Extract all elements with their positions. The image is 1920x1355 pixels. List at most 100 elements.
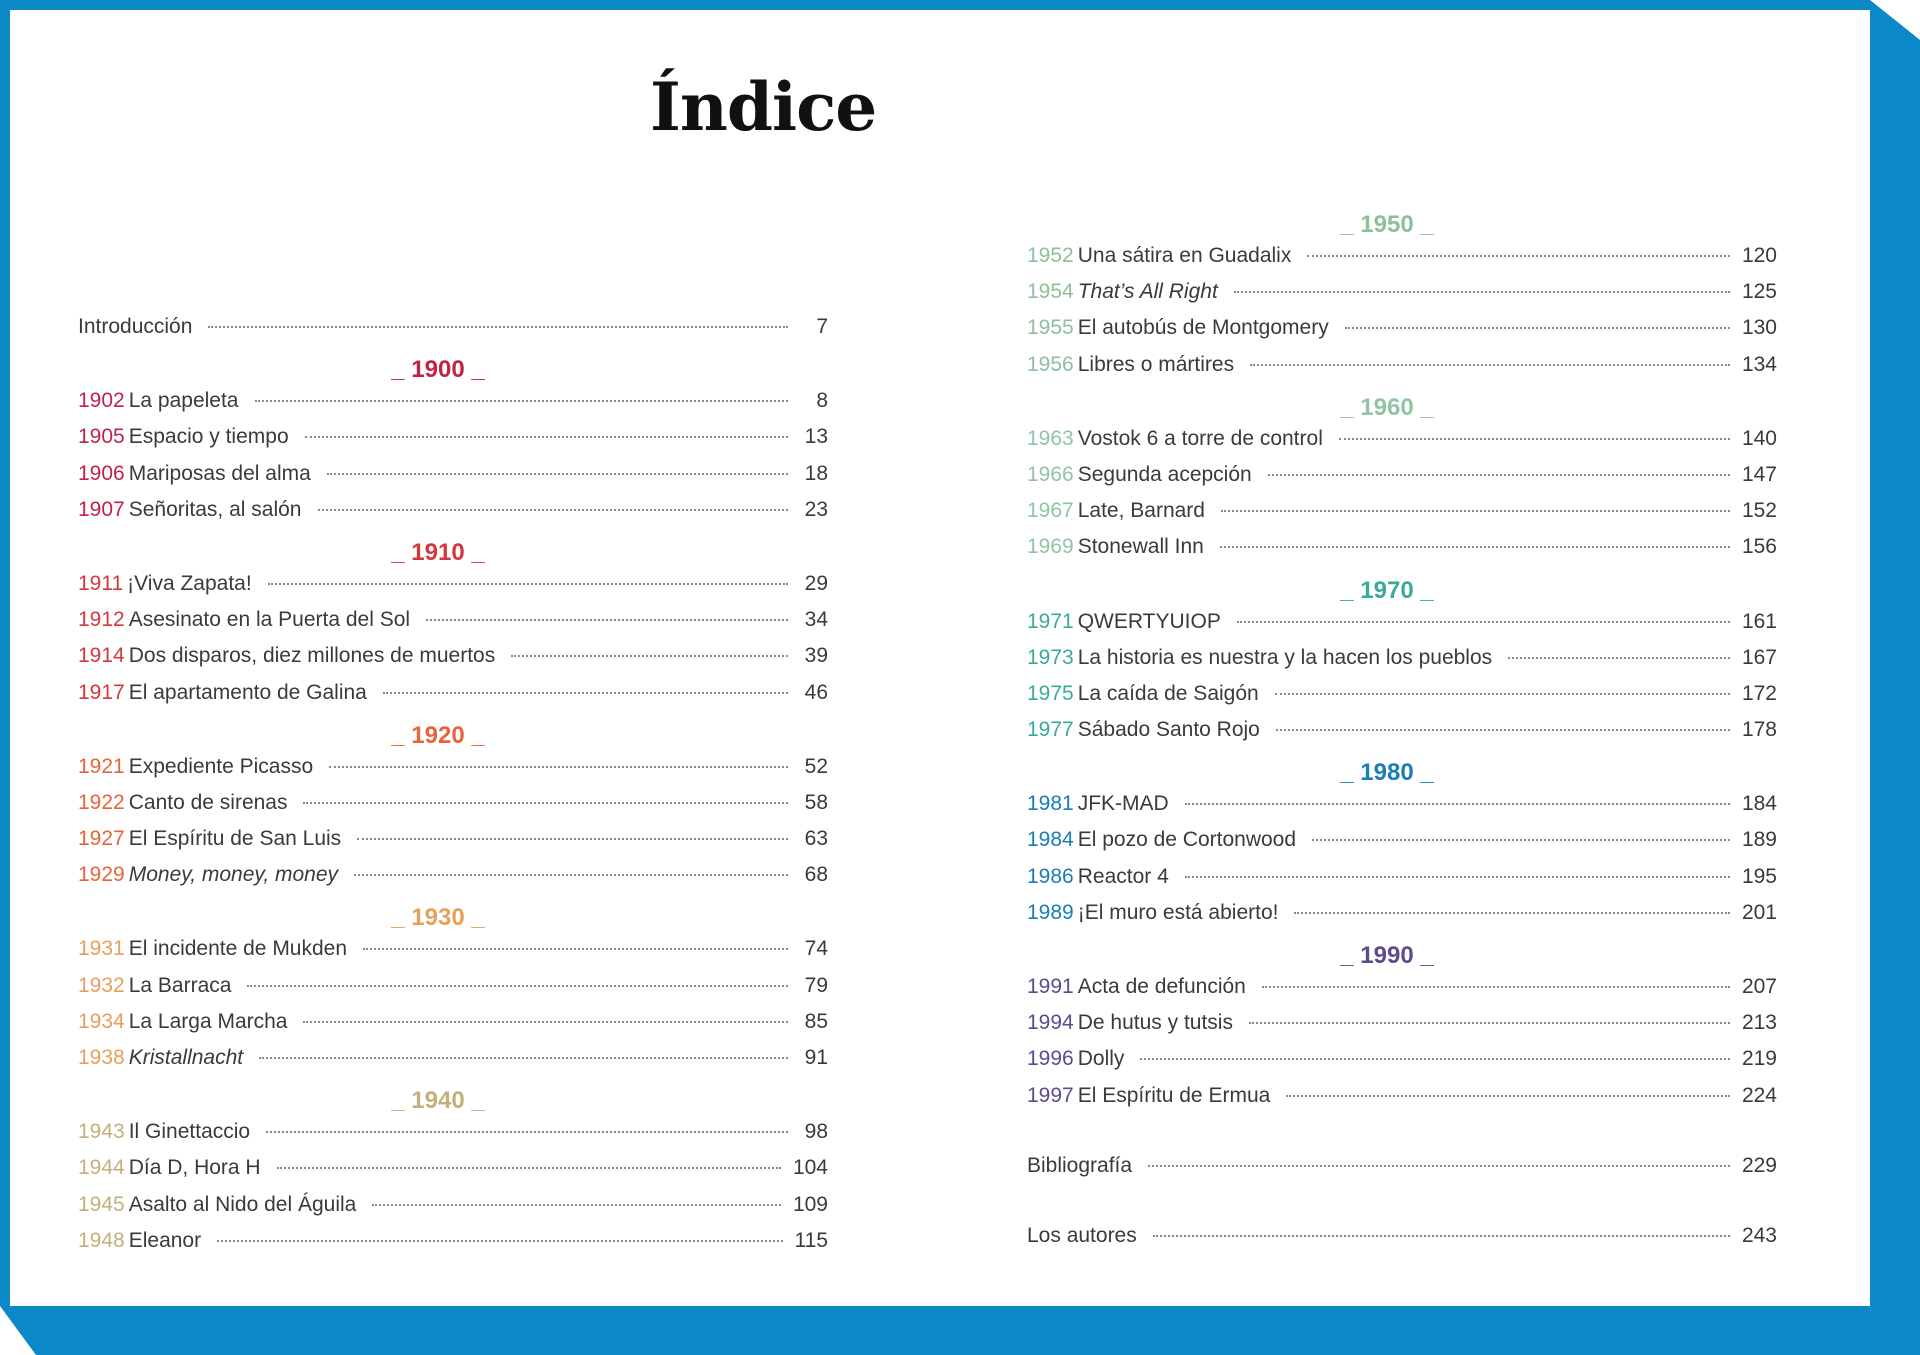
entry-year: 1917 — [78, 680, 125, 704]
entry-page: 39 — [804, 644, 828, 668]
toc-entry[interactable]: 1991 Acta de defunción 207 — [1027, 975, 1777, 1011]
entry-page: 63 — [804, 827, 828, 851]
entry-year: 1956 — [1027, 352, 1074, 376]
toc-entry[interactable]: 1929 Money, money, money 68 — [78, 863, 828, 899]
entry-page: 13 — [804, 425, 828, 449]
entry-year: 1929 — [78, 863, 125, 887]
toc-entry[interactable]: 1931 El incidente de Mukden 74 — [78, 937, 828, 973]
decade-heading-1980: _ 1980 _ — [1340, 759, 1434, 787]
toc-entry[interactable]: 1967 Late, Barnard 152 — [1027, 499, 1777, 535]
toc-entry[interactable]: 1943 Il Ginettaccio 98 — [78, 1120, 828, 1156]
dot-leader — [1152, 1234, 1730, 1237]
dot-leader — [247, 984, 788, 987]
toc-entry[interactable]: 1989 ¡El muro está abierto! 201 — [1027, 901, 1777, 937]
toc-entry[interactable]: 1938 Kristallnacht 91 — [78, 1046, 828, 1082]
dot-leader — [217, 1239, 783, 1242]
entry-page: 125 — [1741, 280, 1777, 304]
toc-entry[interactable]: 1911 ¡Viva Zapata! 29 — [78, 572, 828, 608]
toc-entry[interactable]: 1955 El autobús de Montgomery 130 — [1027, 316, 1777, 352]
entry-page: 58 — [804, 790, 828, 814]
toc-entry[interactable]: 1996 Dolly 219 — [1027, 1047, 1777, 1083]
entry-year: 1934 — [78, 1009, 125, 1033]
entry-label: Segunda acepción — [1077, 462, 1252, 486]
toc-entry[interactable]: 1905 Espacio y tiempo 13 — [78, 425, 828, 461]
toc-entry[interactable]: 1906 Mariposas del alma 18 — [78, 462, 828, 498]
toc-entry[interactable]: 1956 Libres o mártires 134 — [1027, 353, 1777, 389]
entry-label: De hutus y tutsis — [1077, 1011, 1233, 1035]
decade-heading-1990: _ 1990 _ — [1340, 942, 1434, 969]
frame-left — [0, 0, 10, 1355]
toc-entry[interactable]: 1952 Una sátira en Guadalix 120 — [1027, 244, 1777, 280]
toc-entry[interactable]: 1994 De hutus y tutsis 213 — [1027, 1011, 1777, 1047]
entry-year: 1996 — [1027, 1047, 1074, 1071]
toc-entry[interactable]: 1914 Dos disparos, diez millones de muert… — [78, 644, 828, 680]
entry-year: 1952 — [1027, 244, 1074, 267]
toc-entry[interactable]: 1997 El Espíritu de Ermua 224 — [1027, 1084, 1777, 1120]
toc-entry[interactable]: 1921 Expediente Picasso 52 — [78, 755, 828, 791]
entry-label: Introducción — [78, 315, 193, 338]
dot-leader — [426, 619, 788, 622]
entry-label: ¡Viva Zapata! — [127, 571, 252, 595]
toc-entry[interactable]: 1927 El Espíritu de San Luis 63 — [78, 827, 828, 863]
toc-entry[interactable]: 1984 El pozo de Cortonwood 189 — [1027, 828, 1777, 864]
dot-leader — [1148, 1164, 1730, 1167]
toc-entry[interactable]: 1963 Vostok 6 a torre de control 140 — [1027, 427, 1777, 463]
toc-entry[interactable]: 1986 Reactor 4 195 — [1027, 865, 1777, 901]
entry-year: 1943 — [78, 1120, 125, 1144]
frame-bottom — [0, 1306, 1920, 1355]
toc-entry[interactable]: 1971 QWERTYUIOP 161 — [1027, 610, 1777, 646]
entry-page: 201 — [1741, 900, 1777, 924]
entry-page: 213 — [1741, 1011, 1777, 1035]
dot-leader — [1312, 839, 1730, 842]
toc-entry[interactable]: 1954 That’s All Right 125 — [1027, 280, 1777, 316]
toc-entry-autores[interactable]: Los autores 243 — [1027, 1224, 1777, 1260]
toc-entry[interactable]: 1981 JFK-MAD 184 — [1027, 792, 1777, 828]
entry-label: Il Ginettaccio — [128, 1120, 251, 1144]
dot-leader — [317, 508, 788, 511]
toc-entry[interactable]: 1977 Sábado Santo Rojo 178 — [1027, 718, 1777, 754]
entry-year: 1989 — [1027, 900, 1074, 924]
dot-leader — [1344, 327, 1730, 330]
toc-entry-bibliografia[interactable]: Bibliografía 229 — [1027, 1154, 1777, 1190]
entry-label: Money, money, money — [128, 863, 339, 887]
entry-page: 207 — [1741, 975, 1777, 998]
toc-entry[interactable]: 1944 Día D, Hora H 104 — [78, 1156, 828, 1192]
entry-year: 1932 — [78, 973, 125, 997]
entry-label: Acta de defunción — [1077, 975, 1246, 998]
entry-label: El Espíritu de Ermua — [1077, 1083, 1271, 1107]
toc-entry[interactable]: 1912 Asesinato en la Puerta del Sol 34 — [78, 608, 828, 644]
toc-entry-introduccion[interactable]: Introducción 7 — [78, 315, 828, 351]
entry-year: 1921 — [78, 754, 125, 778]
toc-entry[interactable]: 1975 La caída de Saigón 172 — [1027, 682, 1777, 718]
entry-year: 1945 — [78, 1192, 125, 1216]
entry-year: 1967 — [1027, 499, 1074, 523]
entry-page: 156 — [1741, 535, 1777, 559]
entry-label: Eleanor — [128, 1228, 202, 1252]
toc-entry[interactable]: 1945 Asalto al Nido del Águila 109 — [78, 1193, 828, 1229]
dot-leader — [1219, 546, 1730, 549]
toc-entry[interactable]: 1917 El apartamento de Galina 46 — [78, 681, 828, 717]
toc-entry[interactable]: 1969 Stonewall Inn 156 — [1027, 535, 1777, 571]
dot-leader — [1184, 803, 1730, 806]
toc-entry[interactable]: 1922 Canto de sirenas 58 — [78, 791, 828, 827]
toc-entry[interactable]: 1907 Señoritas, al salón 23 — [78, 498, 828, 534]
toc-entry[interactable]: 1932 La Barraca 79 — [78, 974, 828, 1010]
dot-leader — [254, 400, 788, 403]
entry-year: 1981 — [1027, 792, 1074, 816]
dot-leader — [1233, 291, 1730, 294]
entry-page: 98 — [804, 1120, 828, 1144]
toc-entry[interactable]: 1973 La historia es nuestra y la hacen lo… — [1027, 646, 1777, 682]
toc-entry[interactable]: 1934 La Larga Marcha 85 — [78, 1010, 828, 1046]
entry-year: 1905 — [78, 425, 125, 449]
entry-label: JFK-MAD — [1077, 792, 1169, 816]
toc-entry[interactable]: 1948 Eleanor 115 — [78, 1229, 828, 1265]
entry-page: 74 — [804, 937, 828, 961]
frame-right — [1870, 0, 1920, 1355]
toc-entry[interactable]: 1966 Segunda acepción 147 — [1027, 463, 1777, 499]
toc-entry[interactable]: 1902 La papeleta 8 — [78, 389, 828, 425]
dot-leader — [1261, 986, 1730, 988]
toc-left-column: Introducción 7 _ 1900 _ 1902 La papeleta 8… — [78, 315, 828, 1265]
entry-label: Los autores — [1027, 1223, 1137, 1247]
entry-label: Bibliografía — [1027, 1153, 1133, 1177]
dot-leader — [1307, 255, 1730, 257]
